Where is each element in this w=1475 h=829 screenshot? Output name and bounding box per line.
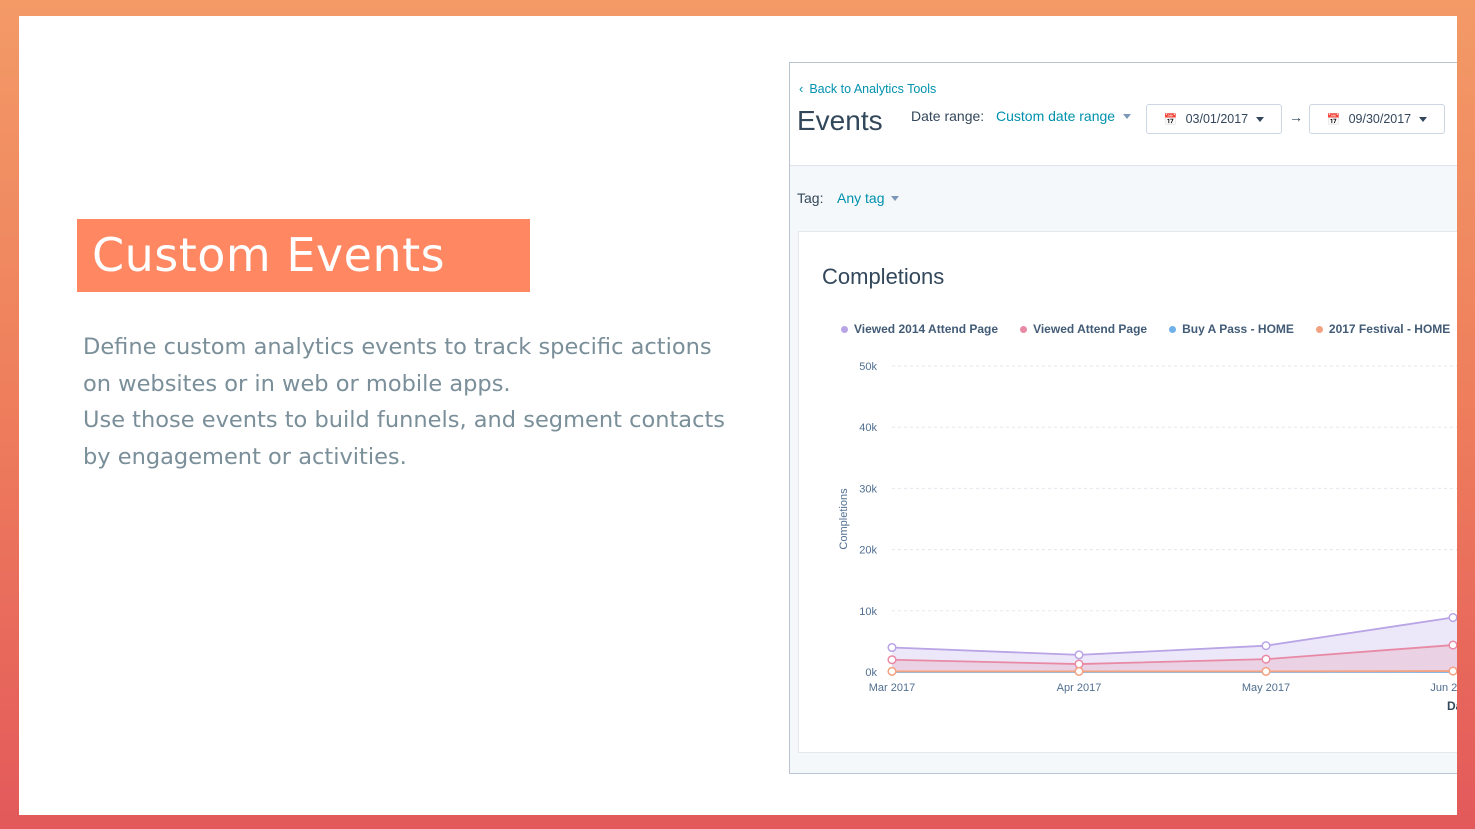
back-to-analytics-link[interactable]: ‹ Back to Analytics Tools [799, 81, 936, 96]
date-range-label: Date range: [911, 108, 985, 124]
start-date-picker[interactable]: 📅 03/01/2017 [1146, 104, 1282, 134]
slide-title: Custom Events [92, 228, 446, 282]
description-line: Define custom analytics events to track … [83, 334, 712, 360]
y-tick-label: 50k [859, 361, 877, 373]
description-line: Use those events to build funnels, and s… [83, 407, 725, 433]
legend-dot [1315, 325, 1323, 333]
completions-chart: 0k 10k 20k 30k 40k 50k Mar 2017 Apr 2017 May 201… [838, 361, 1457, 713]
series-area [892, 616, 1457, 672]
legend-label: Buy A Pass - HOME [1182, 322, 1294, 336]
legend-item[interactable]: 2017 Festival - HOME [1315, 322, 1451, 336]
y-tick-label: 10k [859, 606, 877, 618]
y-tick-label: 0k [865, 667, 877, 679]
legend-label: Viewed 2014 Attend Page [854, 322, 999, 336]
data-point [1448, 666, 1457, 676]
data-point [1261, 666, 1271, 676]
caret-down-icon [1123, 113, 1132, 119]
x-tick-label: May 2017 [1242, 682, 1290, 694]
slide-description: Define custom analytics events to track … [83, 329, 725, 475]
legend-label: 2017 Festival - HOME [1328, 322, 1451, 336]
analytics-screenshot: ‹ Back to Analytics Tools Events Date ra… [789, 62, 1457, 774]
arrow-right-icon: → [1289, 109, 1303, 125]
end-date-value: 09/30/2017 [1348, 112, 1412, 126]
start-date-value: 03/01/2017 [1185, 112, 1249, 126]
caret-down-icon [891, 195, 900, 201]
chart-title: Completions [822, 264, 945, 289]
y-tick-label: 20k [859, 545, 877, 557]
data-point [1261, 641, 1271, 651]
data-point [887, 655, 897, 665]
x-tick-label: Mar 2017 [869, 682, 915, 694]
y-axis-label: Completions [838, 488, 850, 550]
end-date-picker[interactable]: 📅 09/30/2017 [1309, 104, 1445, 134]
legend-item[interactable]: Buy A Pass - HOME [1169, 322, 1294, 336]
legend-item[interactable]: Viewed Attend Page [1020, 322, 1147, 336]
data-point [1074, 659, 1084, 669]
chevron-left-icon: ‹ [799, 81, 804, 96]
slide-title-box: Custom Events [77, 219, 530, 292]
back-link-label: Back to Analytics Tools [809, 81, 937, 96]
legend-label: Viewed Attend Page [1033, 322, 1148, 336]
data-point [1074, 650, 1084, 660]
x-tick-label: Jun 2017 [1430, 682, 1457, 694]
legend-dot [1169, 325, 1177, 333]
page-title: Events [797, 105, 883, 136]
data-point [1448, 640, 1457, 650]
slide: Custom Events Define custom analytics ev… [19, 16, 1457, 815]
x-tick-label: Apr 2017 [1057, 682, 1102, 694]
data-point [887, 666, 897, 676]
caret-down-icon [1256, 116, 1265, 122]
data-point [1448, 612, 1457, 623]
data-point [1261, 654, 1271, 664]
data-point [887, 642, 897, 653]
legend-item[interactable]: Viewed 2014 Attend Page [841, 322, 998, 336]
series-area [892, 644, 1457, 672]
caret-down-icon [1419, 116, 1428, 122]
completions-card: Completions Viewed 2014 Attend Page View… [798, 231, 1457, 753]
data-point [1074, 666, 1084, 676]
description-line: by engagement or activities. [83, 443, 407, 470]
date-range-value: Custom date range [996, 108, 1116, 124]
tag-label: Tag: [797, 190, 824, 206]
y-tick-label: 30k [859, 483, 877, 495]
calendar-icon: 📅 [1163, 113, 1178, 126]
y-tick-label: 40k [859, 422, 877, 434]
date-range-dropdown[interactable]: Custom date range [996, 108, 1132, 124]
tag-dropdown[interactable]: Any tag [837, 190, 900, 206]
tag-value: Any tag [837, 190, 885, 206]
chart-legend: Viewed 2014 Attend Page Viewed Attend Pa… [841, 322, 1450, 336]
x-axis-label: Date [1447, 699, 1457, 713]
legend-dot [1020, 325, 1028, 333]
legend-dot [841, 325, 848, 333]
page-header: ‹ Back to Analytics Tools Events Date ra… [790, 63, 1457, 166]
calendar-icon: 📅 [1326, 113, 1341, 126]
description-line: on websites or in web or mobile apps. [83, 370, 511, 397]
